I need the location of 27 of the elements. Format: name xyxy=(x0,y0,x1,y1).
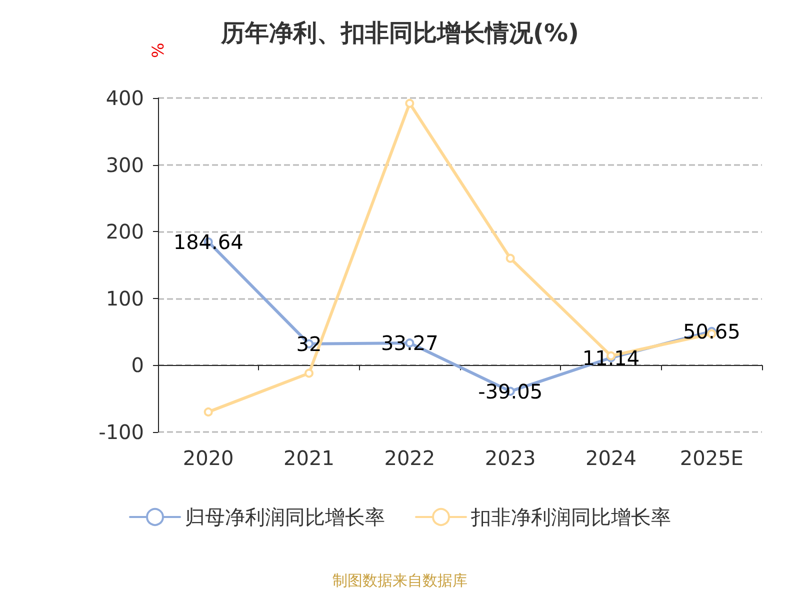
data-label: 184.64 xyxy=(173,230,244,254)
chart-title: 历年净利、扣非同比增长情况(%) xyxy=(220,19,579,47)
x-tick-label: 2020 xyxy=(182,446,234,470)
y-tick-label: 200 xyxy=(106,220,144,244)
y-tick-label: 0 xyxy=(131,353,144,378)
data-label: 33.27 xyxy=(381,330,438,355)
point xyxy=(204,407,213,416)
x-tick-label: 2023 xyxy=(484,446,536,470)
point xyxy=(304,368,314,378)
y-tick-label: 100 xyxy=(106,286,144,310)
data-label: -39.05 xyxy=(478,379,543,404)
legend-label: 归母净利润同比增长率 xyxy=(185,505,385,529)
y-axis-title: % xyxy=(148,42,168,58)
point xyxy=(405,98,414,108)
point xyxy=(506,254,515,263)
y-tick-label: -100 xyxy=(98,420,144,444)
text: 制图数据来自数据库 xyxy=(332,572,468,590)
x-tick-label: 2022 xyxy=(384,446,436,470)
data-label: 11.14 xyxy=(582,346,640,370)
legend-label: 扣非净利润同比增长率 xyxy=(470,505,671,529)
data-label: 32 xyxy=(296,332,322,356)
y-tick-label: 400 xyxy=(106,86,144,110)
x-tick-label: 2021 xyxy=(284,446,334,470)
x-tick-label: 2025E xyxy=(680,446,744,470)
y-tick-label: 300 xyxy=(106,152,144,177)
data-label: 50.65 xyxy=(683,319,740,344)
x-tick-label: 2024 xyxy=(586,446,636,470)
